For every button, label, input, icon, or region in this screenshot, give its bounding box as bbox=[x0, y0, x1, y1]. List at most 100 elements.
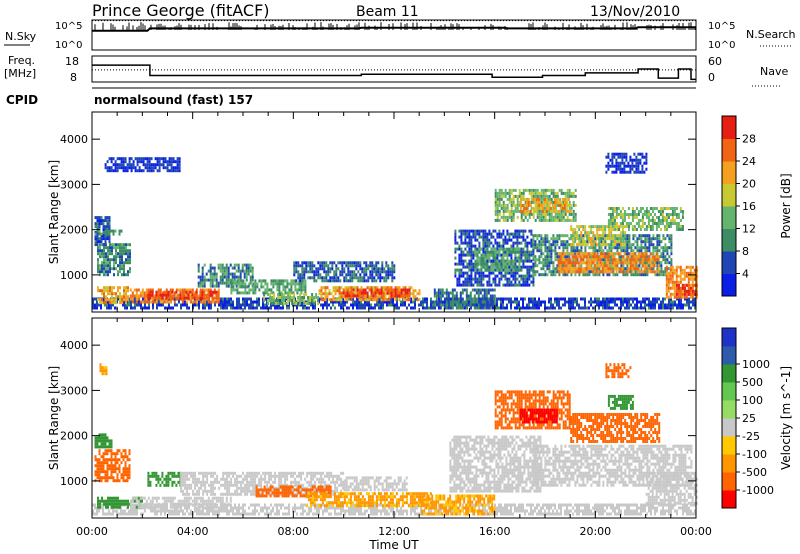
heatmap-cell bbox=[356, 291, 359, 295]
heatmap-cell bbox=[351, 276, 354, 280]
heatmap-cell bbox=[669, 213, 672, 216]
heatmap-cell bbox=[247, 269, 250, 273]
heatmap-cell bbox=[577, 252, 580, 256]
heatmap-cell bbox=[656, 300, 658, 304]
heatmap-cell bbox=[579, 267, 582, 271]
heatmap-cell bbox=[681, 271, 684, 275]
heatmap-cell bbox=[112, 232, 115, 236]
heatmap-cell bbox=[223, 275, 226, 279]
heatmap-cell bbox=[466, 232, 469, 236]
heatmap-cell bbox=[231, 281, 234, 285]
heatmap-cell bbox=[548, 209, 551, 213]
heatmap-cell bbox=[346, 288, 349, 292]
heatmap-cell bbox=[620, 243, 623, 247]
heatmap-cell bbox=[332, 303, 334, 307]
heatmap-cell bbox=[593, 252, 596, 256]
heatmap-cell bbox=[534, 306, 536, 310]
heatmap-cell bbox=[340, 295, 343, 299]
heatmap-cell bbox=[199, 290, 202, 294]
heatmap-cell bbox=[94, 243, 97, 247]
heatmap-cell bbox=[685, 271, 688, 275]
heatmap-cell bbox=[692, 297, 694, 301]
heatmap-cell bbox=[602, 306, 604, 310]
heatmap-cell bbox=[223, 281, 226, 285]
heatmap-cell bbox=[354, 294, 357, 298]
heatmap-cell bbox=[550, 218, 553, 222]
heatmap-cell bbox=[601, 264, 604, 268]
heatmap-cell bbox=[307, 264, 310, 268]
heatmap-cell bbox=[523, 210, 526, 213]
heatmap-cell bbox=[264, 291, 267, 295]
heatmap-cell bbox=[576, 225, 579, 229]
heatmap-cell bbox=[613, 264, 616, 268]
heatmap-cell bbox=[408, 298, 411, 302]
heatmap-cell bbox=[670, 264, 673, 268]
heatmap-cell bbox=[566, 255, 569, 259]
heatmap-cell bbox=[102, 219, 105, 223]
heatmap-cell bbox=[266, 297, 268, 301]
heatmap-cell bbox=[244, 303, 246, 307]
heatmap-cell bbox=[532, 209, 535, 213]
heatmap-cell bbox=[369, 273, 372, 277]
heatmap-cell bbox=[195, 293, 198, 297]
heatmap-cell bbox=[643, 252, 646, 256]
heatmap-cell bbox=[504, 306, 506, 310]
nave-label: Nave bbox=[760, 65, 788, 78]
heatmap-cell bbox=[173, 291, 176, 295]
heatmap-cell bbox=[99, 289, 101, 293]
heatmap-cell bbox=[671, 271, 674, 275]
heatmap-cell bbox=[299, 296, 302, 299]
heatmap-cell bbox=[225, 278, 228, 282]
heatmap-cell bbox=[220, 300, 222, 304]
heatmap-cell bbox=[318, 289, 321, 293]
heatmap-cell bbox=[586, 306, 588, 310]
heatmap-cell bbox=[480, 256, 483, 260]
heatmap-cell bbox=[624, 231, 627, 235]
heatmap-cell bbox=[101, 292, 103, 296]
heatmap-cell bbox=[584, 240, 587, 244]
heatmap-cell bbox=[375, 273, 378, 277]
heatmap-cell bbox=[335, 279, 338, 283]
heatmap-cell bbox=[652, 234, 655, 238]
heatmap-cell bbox=[512, 274, 515, 278]
heatmap-cell bbox=[299, 302, 302, 305]
heatmap-cell bbox=[635, 267, 638, 271]
heatmap-cell bbox=[668, 234, 671, 238]
heatmap-cell bbox=[627, 261, 630, 265]
heatmap-cell bbox=[592, 249, 595, 253]
heatmap-cell bbox=[609, 219, 612, 222]
heatmap-cell bbox=[115, 258, 117, 262]
heatmap-cell bbox=[647, 225, 650, 228]
heatmap-cell bbox=[238, 297, 240, 301]
heatmap-cell bbox=[524, 306, 526, 310]
heatmap-cell bbox=[422, 297, 424, 301]
heatmap-cell bbox=[558, 273, 561, 277]
heatmap-cell bbox=[149, 288, 152, 292]
heatmap-cell bbox=[581, 255, 584, 259]
heatmap-cell bbox=[363, 261, 366, 265]
heatmap-cell bbox=[553, 198, 556, 201]
heatmap-cell bbox=[343, 261, 346, 265]
heatmap-cell bbox=[574, 215, 577, 219]
heatmap-cell bbox=[598, 234, 601, 238]
heatmap-cell bbox=[159, 293, 162, 297]
heatmap-cell bbox=[560, 215, 563, 219]
heatmap-cell bbox=[349, 264, 352, 268]
heatmap-cell bbox=[175, 290, 178, 294]
heatmap-cell bbox=[340, 303, 342, 307]
heatmap-cell bbox=[245, 269, 248, 273]
heatmap-cell bbox=[668, 255, 671, 259]
heatmap-cell bbox=[115, 252, 117, 256]
heatmap-cell bbox=[157, 293, 160, 297]
heatmap-cell bbox=[542, 191, 545, 195]
heatmap-cell bbox=[600, 228, 603, 232]
heatmap-cell bbox=[372, 294, 375, 298]
heatmap-cell bbox=[458, 280, 461, 284]
heatmap-cell bbox=[456, 247, 459, 251]
heatmap-cell bbox=[638, 261, 641, 265]
heatmap-cell bbox=[571, 267, 574, 271]
heatmap-cell bbox=[486, 256, 489, 260]
heatmap-cell bbox=[520, 235, 523, 239]
heatmap-cell bbox=[572, 212, 575, 216]
heatmap-cell bbox=[544, 194, 547, 198]
